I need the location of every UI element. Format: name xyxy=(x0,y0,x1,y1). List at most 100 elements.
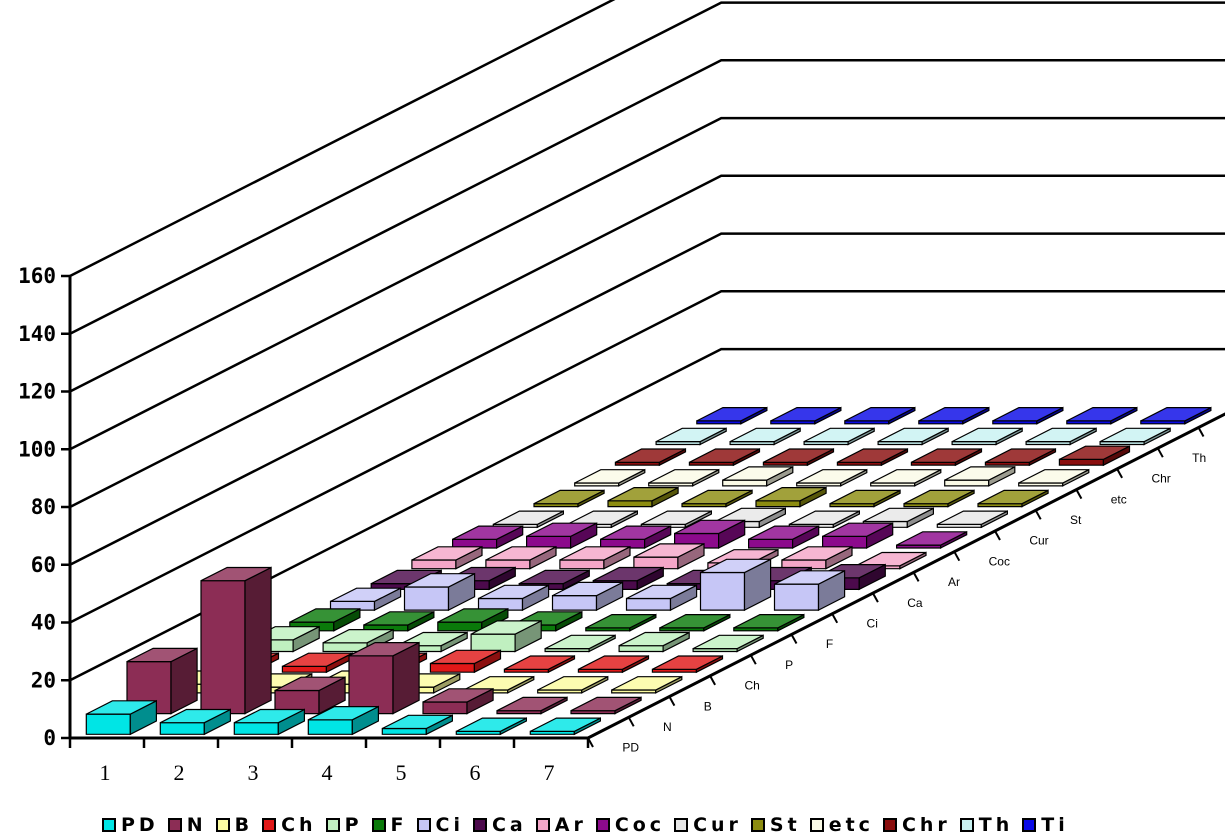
bar-front xyxy=(747,538,794,549)
legend-label: B xyxy=(234,814,254,836)
depth-tick-label: Ar xyxy=(948,575,960,589)
bar xyxy=(533,489,605,508)
bar xyxy=(762,448,835,467)
bar-top xyxy=(977,489,1049,505)
bar xyxy=(903,489,975,508)
bar-top xyxy=(903,489,975,505)
legend-label: etc xyxy=(828,814,874,836)
legend-item: Ar xyxy=(535,814,587,836)
bar xyxy=(455,717,528,736)
x-tick-label: 6 xyxy=(470,760,481,785)
depth-tick-mark xyxy=(912,571,920,582)
chart-legend: PD N B Ch P F Ci Ca Ar Coc Cur St etc Chr Th Ti xyxy=(102,812,1222,838)
bar xyxy=(525,522,598,549)
legend-item: etc xyxy=(809,814,874,836)
bar-top xyxy=(322,628,394,644)
gridline-100 xyxy=(69,116,1225,451)
bar-front xyxy=(348,655,394,715)
legend-swatch xyxy=(325,818,340,832)
bar xyxy=(85,699,157,736)
bar-top xyxy=(348,641,420,657)
bar-front xyxy=(618,645,664,653)
bar-front xyxy=(422,701,468,715)
bar-top xyxy=(733,613,805,629)
bar-front xyxy=(470,633,516,653)
depth-tick-label: Cur xyxy=(1029,534,1048,548)
depth-tick-label: Chr xyxy=(1151,472,1170,486)
bar-front xyxy=(1058,458,1105,466)
depth-tick-mark xyxy=(994,530,1001,541)
bar-top xyxy=(648,469,720,484)
bar xyxy=(918,406,990,425)
legend-item: Th xyxy=(959,814,1014,836)
bar xyxy=(692,634,764,653)
bar-top xyxy=(681,489,753,505)
bar-top xyxy=(422,688,494,703)
bar xyxy=(503,655,576,674)
bar-top xyxy=(770,407,842,422)
depth-tick-mark xyxy=(668,696,676,707)
bar xyxy=(770,406,842,425)
bar-top xyxy=(844,407,916,422)
legend-label: PD xyxy=(121,814,159,836)
bar-top xyxy=(282,652,353,668)
gridline-120 xyxy=(69,59,1225,393)
bar xyxy=(570,696,642,715)
legend-item: B xyxy=(215,814,254,836)
bar-front xyxy=(722,479,768,487)
bar xyxy=(659,613,731,632)
bar xyxy=(329,587,402,612)
x-tick-label: 7 xyxy=(544,760,555,785)
bar-top xyxy=(944,466,1016,481)
bar xyxy=(936,510,1009,529)
legend-swatch xyxy=(882,818,897,832)
gridline-80 xyxy=(69,174,1225,509)
bar-top xyxy=(530,717,601,733)
bar-front xyxy=(551,594,598,611)
bar xyxy=(403,572,476,612)
bar-top xyxy=(537,676,609,691)
bar-top xyxy=(404,573,475,588)
bar-top xyxy=(86,700,157,715)
legend-label: Ti xyxy=(1041,814,1069,836)
bar-top xyxy=(659,613,731,629)
bar xyxy=(747,525,820,549)
depth-tick-label: N xyxy=(663,720,672,734)
depth-tick-label: Ca xyxy=(907,596,923,610)
depth-tick-label: PD xyxy=(622,741,639,755)
depth-tick-mark xyxy=(790,634,798,644)
bar xyxy=(1140,406,1212,425)
legend-label: N xyxy=(186,814,207,836)
x-tick-label: 5 xyxy=(396,760,407,785)
bar-top xyxy=(1059,445,1130,460)
bar-top xyxy=(918,407,990,422)
bar xyxy=(836,448,909,467)
x-tick-label: 1 xyxy=(100,760,111,785)
bar xyxy=(625,584,698,612)
y-tick-label: 100 xyxy=(18,437,56,461)
bar-top xyxy=(896,531,967,546)
bar xyxy=(551,581,624,612)
legend-label: P xyxy=(344,814,363,836)
bar-top xyxy=(552,581,623,597)
bar-top xyxy=(452,525,523,540)
legend-item: Cur xyxy=(674,814,742,836)
bar xyxy=(910,448,983,467)
depth-tick-label: P xyxy=(785,658,793,672)
gridline-60 xyxy=(69,232,1225,566)
bar-front xyxy=(159,722,205,735)
bar xyxy=(796,468,868,487)
legend-label: Chr xyxy=(901,814,951,836)
depth-tick-label: Ch xyxy=(744,679,759,693)
bar-front xyxy=(944,479,990,487)
depth-tick-label: B xyxy=(704,699,712,713)
bar-top xyxy=(200,566,272,582)
bar-top xyxy=(655,427,727,443)
bar-top xyxy=(689,448,760,463)
bar xyxy=(895,530,968,549)
bar-top xyxy=(518,569,590,585)
bar-top xyxy=(796,469,868,484)
bar xyxy=(485,545,557,570)
bar xyxy=(159,708,231,736)
bar xyxy=(1018,468,1090,487)
